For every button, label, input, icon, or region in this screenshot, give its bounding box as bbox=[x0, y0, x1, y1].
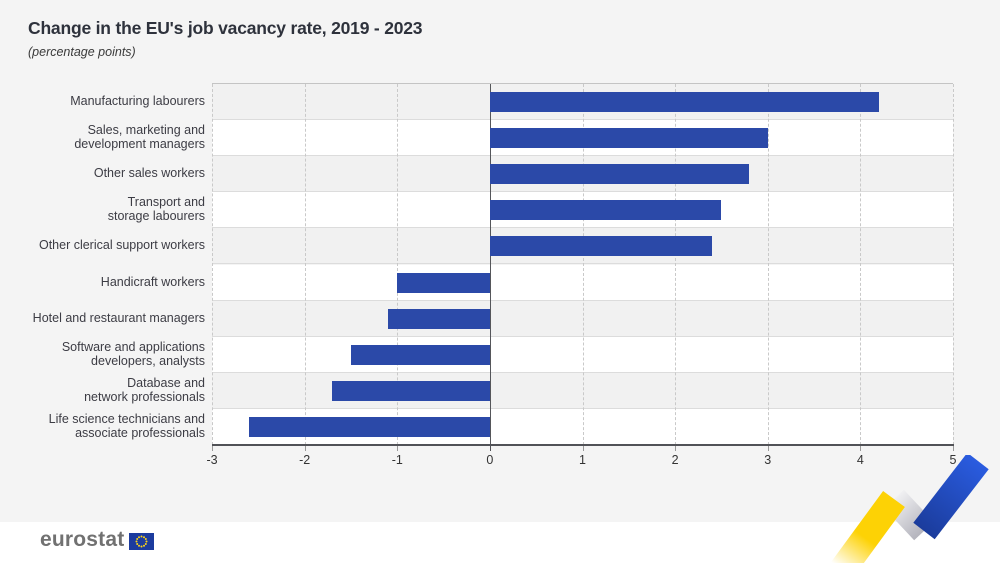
bar bbox=[387, 308, 490, 329]
vertical-gridline bbox=[675, 84, 677, 445]
eurostat-ribbon-graphic bbox=[831, 455, 989, 563]
vertical-gridline bbox=[860, 84, 862, 445]
x-tick-label: -3 bbox=[206, 453, 218, 467]
x-tick-mark bbox=[304, 446, 306, 451]
vertical-gridline bbox=[304, 84, 306, 445]
zero-baseline bbox=[489, 84, 491, 445]
bar bbox=[489, 236, 713, 257]
eu-flag-icon bbox=[129, 533, 155, 550]
bar-chart-plot-area bbox=[212, 83, 954, 445]
category-label: Sales, marketing and development manager… bbox=[74, 123, 205, 152]
bar bbox=[489, 92, 879, 113]
category-label: Software and applications developers, an… bbox=[61, 339, 205, 368]
x-tick-label: -1 bbox=[391, 453, 403, 467]
bar bbox=[332, 380, 490, 401]
x-tick-mark bbox=[397, 446, 399, 451]
chart-title: Change in the EU's job vacancy rate, 201… bbox=[28, 18, 423, 38]
vertical-gridline bbox=[212, 84, 213, 445]
vertical-gridline bbox=[953, 84, 954, 445]
x-tick-mark bbox=[675, 446, 677, 451]
x-tick-mark bbox=[860, 446, 862, 451]
x-tick-mark bbox=[212, 446, 213, 451]
x-tick-mark bbox=[489, 446, 491, 451]
category-label: Life science technicians and associate p… bbox=[48, 411, 205, 440]
x-tick-label: -2 bbox=[299, 453, 311, 467]
x-tick-mark bbox=[953, 446, 954, 451]
category-label: Hotel and restaurant managers bbox=[32, 310, 205, 325]
category-label: Other clerical support workers bbox=[38, 238, 205, 253]
footer-bar: eurostat bbox=[0, 522, 1000, 563]
category-label: Manufacturing labourers bbox=[70, 94, 205, 109]
x-tick-label: 4 bbox=[856, 453, 864, 467]
x-tick-label: 0 bbox=[486, 453, 494, 467]
eurostat-logo: eurostat bbox=[40, 528, 155, 552]
bar bbox=[489, 164, 750, 185]
x-tick-label: 1 bbox=[579, 453, 586, 467]
vertical-gridline bbox=[397, 84, 399, 445]
chart-subtitle: (percentage points) bbox=[28, 45, 136, 59]
x-tick-label: 2 bbox=[671, 453, 679, 467]
x-tick-label: 5 bbox=[949, 453, 957, 467]
bar bbox=[249, 416, 490, 437]
category-label: Other sales workers bbox=[93, 166, 205, 181]
bar bbox=[350, 344, 490, 365]
bar bbox=[489, 128, 768, 149]
bar bbox=[489, 200, 722, 221]
category-label: Transport and storage labourers bbox=[107, 195, 205, 224]
x-axis-line bbox=[212, 444, 954, 446]
x-tick-mark bbox=[582, 446, 584, 451]
category-labels-column: Manufacturing labourers Sales, marketing … bbox=[0, 83, 205, 444]
vertical-gridline bbox=[767, 84, 769, 445]
category-label: Database and network professionals bbox=[84, 375, 205, 404]
category-label: Handicraft workers bbox=[100, 274, 205, 289]
x-tick-mark bbox=[767, 446, 769, 451]
x-tick-label: 3 bbox=[764, 453, 772, 467]
bar bbox=[397, 272, 490, 293]
eurostat-logo-text: eurostat bbox=[40, 528, 125, 551]
vertical-gridline bbox=[582, 84, 584, 445]
